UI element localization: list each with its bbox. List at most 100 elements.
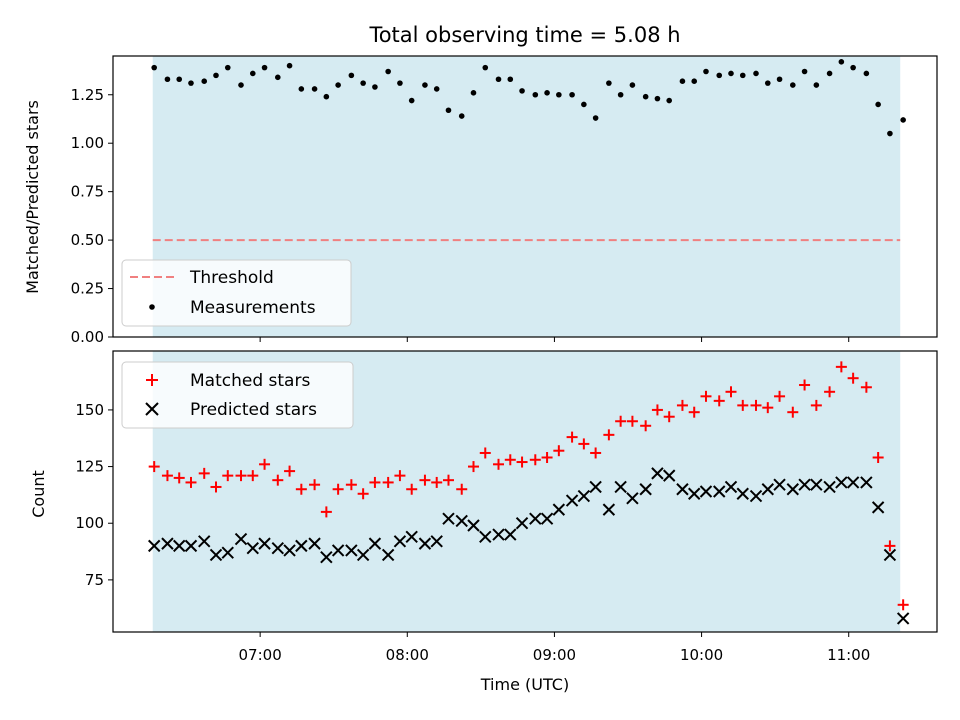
- measurement-point: [261, 64, 268, 71]
- y-tick-label: 0.00: [71, 328, 104, 346]
- legend-threshold-label: Threshold: [189, 268, 274, 288]
- matched-star-point: [578, 438, 590, 450]
- matched-star-point: [332, 483, 344, 495]
- predicted-star-point: [823, 480, 836, 494]
- y-tick-label: 150: [75, 401, 104, 419]
- measurement-point: [470, 90, 477, 96]
- measurement-point: [532, 91, 539, 98]
- measurement-point: [790, 82, 796, 88]
- matched-star-point: [504, 454, 516, 466]
- predicted-star-point: [161, 537, 174, 550]
- predicted-star-point: [589, 480, 602, 494]
- y-tick-label: 1.25: [71, 86, 104, 104]
- matched-star-point: [787, 406, 799, 418]
- matched-star-point: [394, 470, 406, 482]
- measurement-point: [408, 97, 415, 104]
- measurement-point: [311, 86, 318, 92]
- measurement-point: [482, 64, 489, 71]
- measurement-point: [164, 76, 171, 83]
- measurement-point: [826, 70, 833, 77]
- predicted-star-point: [492, 528, 505, 541]
- predicted-star-point: [455, 514, 468, 528]
- predicted-star-point: [405, 530, 418, 544]
- predicted-star-point: [577, 489, 591, 503]
- predicted-star-point: [565, 494, 579, 507]
- axes-frame-top: [112, 55, 938, 338]
- predicted-star-point: [308, 537, 321, 550]
- measurement-point: [863, 70, 870, 77]
- matched-star-point: [235, 470, 247, 482]
- predicted-star-point: [234, 532, 248, 546]
- measurements-series: [151, 59, 906, 137]
- predicted-star-point: [198, 535, 211, 548]
- y-axis-count: 75 100 125 150: [75, 401, 113, 589]
- predicted-star-point: [430, 535, 443, 548]
- matched-star-point: [529, 454, 541, 466]
- matched-star-point: [406, 483, 418, 495]
- predicted-star-point: [699, 485, 713, 498]
- measurement-point: [739, 72, 746, 79]
- measurement-point: [422, 82, 428, 88]
- matched-star-point: [884, 540, 896, 552]
- predicted-star-point: [651, 467, 664, 480]
- matched-star-point: [161, 470, 173, 482]
- chart-title: Total observing time = 5.08 h: [368, 23, 680, 47]
- matched-star-point: [442, 474, 454, 486]
- y-tick-label: 0.25: [71, 280, 104, 298]
- matched-star-point: [663, 411, 675, 423]
- measurement-point: [348, 72, 355, 79]
- y-tick-label: 100: [75, 514, 104, 532]
- matched-star-point: [295, 483, 307, 495]
- measurement-point: [691, 78, 698, 84]
- measurement-point: [642, 93, 649, 100]
- predicted-star-point: [810, 478, 823, 491]
- legend-matched-label: Matched stars: [190, 371, 310, 391]
- matched-star-point: [468, 461, 479, 473]
- x-axis-time: 07:00 08:00 09:00 10:00 11:00: [239, 632, 870, 664]
- predicted-star-point: [184, 539, 198, 553]
- matched-star-point: [456, 483, 468, 495]
- measurement-point: [776, 76, 783, 83]
- predicted-star-point: [713, 485, 726, 498]
- predicted-stars-series: [147, 467, 910, 625]
- measurement-point: [592, 115, 599, 121]
- measurement-point: [875, 101, 881, 108]
- matched-star-point: [835, 361, 847, 373]
- measurement-point: [850, 64, 856, 71]
- matched-star-point: [897, 599, 909, 611]
- matched-star-point: [148, 461, 160, 473]
- predicted-star-point: [381, 548, 395, 562]
- matched-star-point: [810, 399, 822, 411]
- predicted-star-point: [345, 544, 358, 557]
- matched-star-point: [272, 474, 284, 486]
- measurement-point: [813, 82, 820, 88]
- predicted-star-point: [540, 512, 554, 525]
- measurement-point: [666, 97, 672, 104]
- predicted-star-point: [529, 512, 542, 525]
- measurement-point: [519, 88, 525, 94]
- matched-star-point: [762, 402, 774, 414]
- matched-star-point: [872, 452, 884, 464]
- matched-star-point: [431, 476, 443, 488]
- matched-star-point: [493, 458, 505, 470]
- matched-star-point: [676, 399, 688, 411]
- measurement-point: [176, 76, 183, 83]
- matched-star-point: [553, 445, 565, 457]
- legend-top: Threshold Measurements: [121, 259, 352, 327]
- measurement-point: [188, 80, 194, 86]
- matched-star-point: [603, 429, 615, 441]
- predicted-star-point: [368, 537, 382, 550]
- predicted-star-point: [504, 528, 517, 541]
- predicted-star-point: [147, 539, 161, 553]
- matched-star-point: [259, 458, 271, 470]
- measurement-point: [581, 101, 587, 108]
- predicted-star-point: [467, 519, 480, 532]
- predicted-star-point: [602, 503, 616, 516]
- legend-measurements-swatch: [149, 304, 155, 310]
- measurement-point: [495, 76, 502, 83]
- predicted-star-point: [320, 551, 333, 564]
- measurement-point: [764, 80, 771, 86]
- matched-star-point: [382, 476, 394, 488]
- predicted-star-point: [418, 537, 432, 550]
